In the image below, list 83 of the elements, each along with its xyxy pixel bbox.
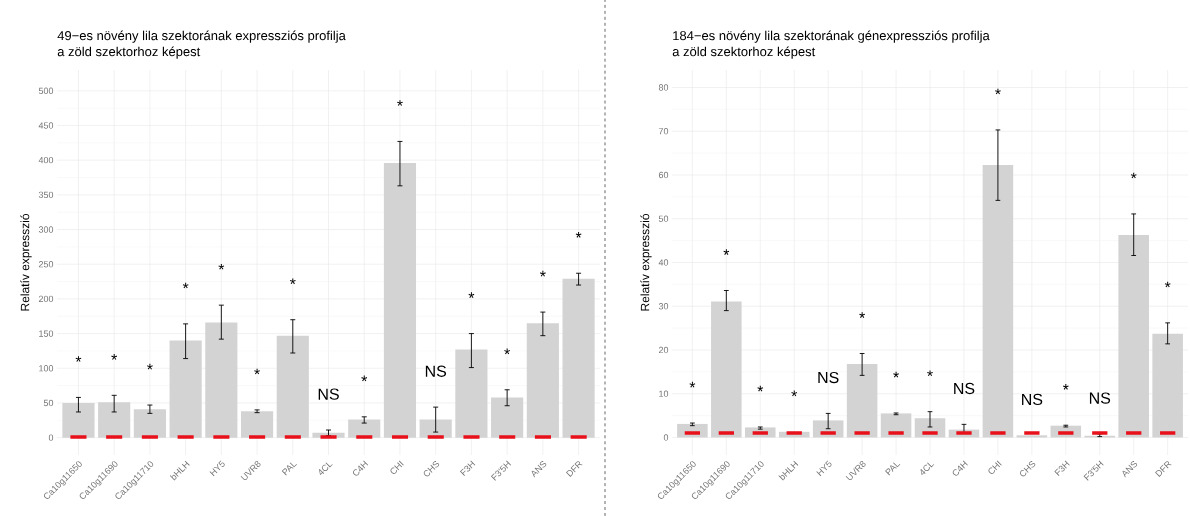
bar <box>526 323 559 438</box>
chart-title: 49−es növény lila szektorának expressziós profilja <box>57 30 346 43</box>
annotation: NS <box>818 371 839 384</box>
bar <box>562 278 595 438</box>
annotation: * <box>927 370 933 377</box>
annotation: * <box>111 354 118 360</box>
y-tick-label: 0 <box>48 434 54 441</box>
annotation: * <box>1062 384 1069 390</box>
annotation: NS <box>425 365 447 377</box>
x-tick-label: 4CL <box>319 462 333 475</box>
y-tick-label: 10 <box>659 390 669 397</box>
bar <box>383 162 417 438</box>
annotation: NS <box>1022 393 1043 406</box>
y-tick-label: 50 <box>658 215 669 222</box>
y-tick-label: 450 <box>38 122 54 129</box>
chart-title: 184−es növény lila szektorának génexpressziós profilja <box>673 30 990 43</box>
bar <box>982 164 1014 438</box>
annotation: * <box>995 88 1001 95</box>
bar <box>133 409 166 438</box>
x-tick-label: PAL <box>885 462 901 476</box>
annotation: * <box>540 270 546 277</box>
x-tick-label: CHI <box>988 460 1002 474</box>
y-tick-label: 70 <box>658 128 669 135</box>
chart-subtitle: a zöld szektorhoz képest <box>57 46 201 59</box>
annotation: * <box>468 292 475 298</box>
x-tick-label: PAL <box>281 462 297 476</box>
y-tick-label: 0 <box>663 434 669 441</box>
annotation: * <box>361 375 368 382</box>
annotation: * <box>859 312 865 318</box>
bar <box>62 402 95 438</box>
annotation: * <box>289 278 296 285</box>
y-tick-label: 500 <box>38 87 54 94</box>
y-tick-label: 50 <box>43 399 54 407</box>
chart-subtitle: a zöld szektorhoz képest <box>672 46 816 59</box>
bar <box>348 419 381 438</box>
annotation: * <box>397 100 403 106</box>
y-axis-title: Relatív expresszió <box>20 213 32 311</box>
annotation: * <box>75 356 82 362</box>
bar <box>491 397 524 438</box>
y-tick-label: 300 <box>38 226 54 233</box>
y-tick-label: 150 <box>39 330 54 337</box>
y-tick-label: 60 <box>658 171 669 179</box>
y-tick-label: 80 <box>658 84 669 91</box>
y-tick-label: 200 <box>38 295 54 303</box>
annotation: * <box>575 232 582 238</box>
bar <box>169 340 202 438</box>
y-tick-label: 20 <box>658 346 669 354</box>
annotation: * <box>218 263 225 270</box>
y-axis-title: Relatív expresszió <box>640 213 652 311</box>
bar <box>240 411 274 438</box>
bar <box>455 349 488 438</box>
annotation: NS <box>954 382 975 395</box>
y-tick-label: 350 <box>38 191 54 199</box>
bar <box>276 335 309 438</box>
annotation: * <box>757 385 764 392</box>
bar <box>1016 435 1048 438</box>
bar <box>1118 234 1149 438</box>
y-tick-label: 250 <box>38 261 54 268</box>
annotation: NS <box>1089 392 1111 404</box>
annotation: NS <box>318 388 339 400</box>
annotation: * <box>254 368 260 375</box>
bar <box>846 363 878 438</box>
annotation: * <box>1164 281 1171 288</box>
annotation: * <box>504 348 510 355</box>
annotation: * <box>689 381 696 388</box>
y-tick-label: 400 <box>38 156 54 164</box>
y-tick-label: 30 <box>658 303 669 310</box>
annotation: * <box>791 390 798 397</box>
x-tick-label: F3H <box>459 460 476 476</box>
bar <box>98 402 131 438</box>
annotation: * <box>893 371 899 378</box>
x-tick-label: 4CL <box>920 462 935 475</box>
bar <box>205 322 238 438</box>
annotation: * <box>1130 172 1137 179</box>
bar <box>880 413 912 438</box>
y-tick-label: 40 <box>658 259 669 266</box>
bar <box>1152 333 1183 438</box>
annotation: * <box>723 249 730 255</box>
annotation: * <box>182 282 189 289</box>
annotation: * <box>147 363 153 370</box>
x-tick-label: CHI <box>390 460 404 474</box>
y-tick-label: 100 <box>39 365 54 372</box>
bar <box>711 301 742 438</box>
